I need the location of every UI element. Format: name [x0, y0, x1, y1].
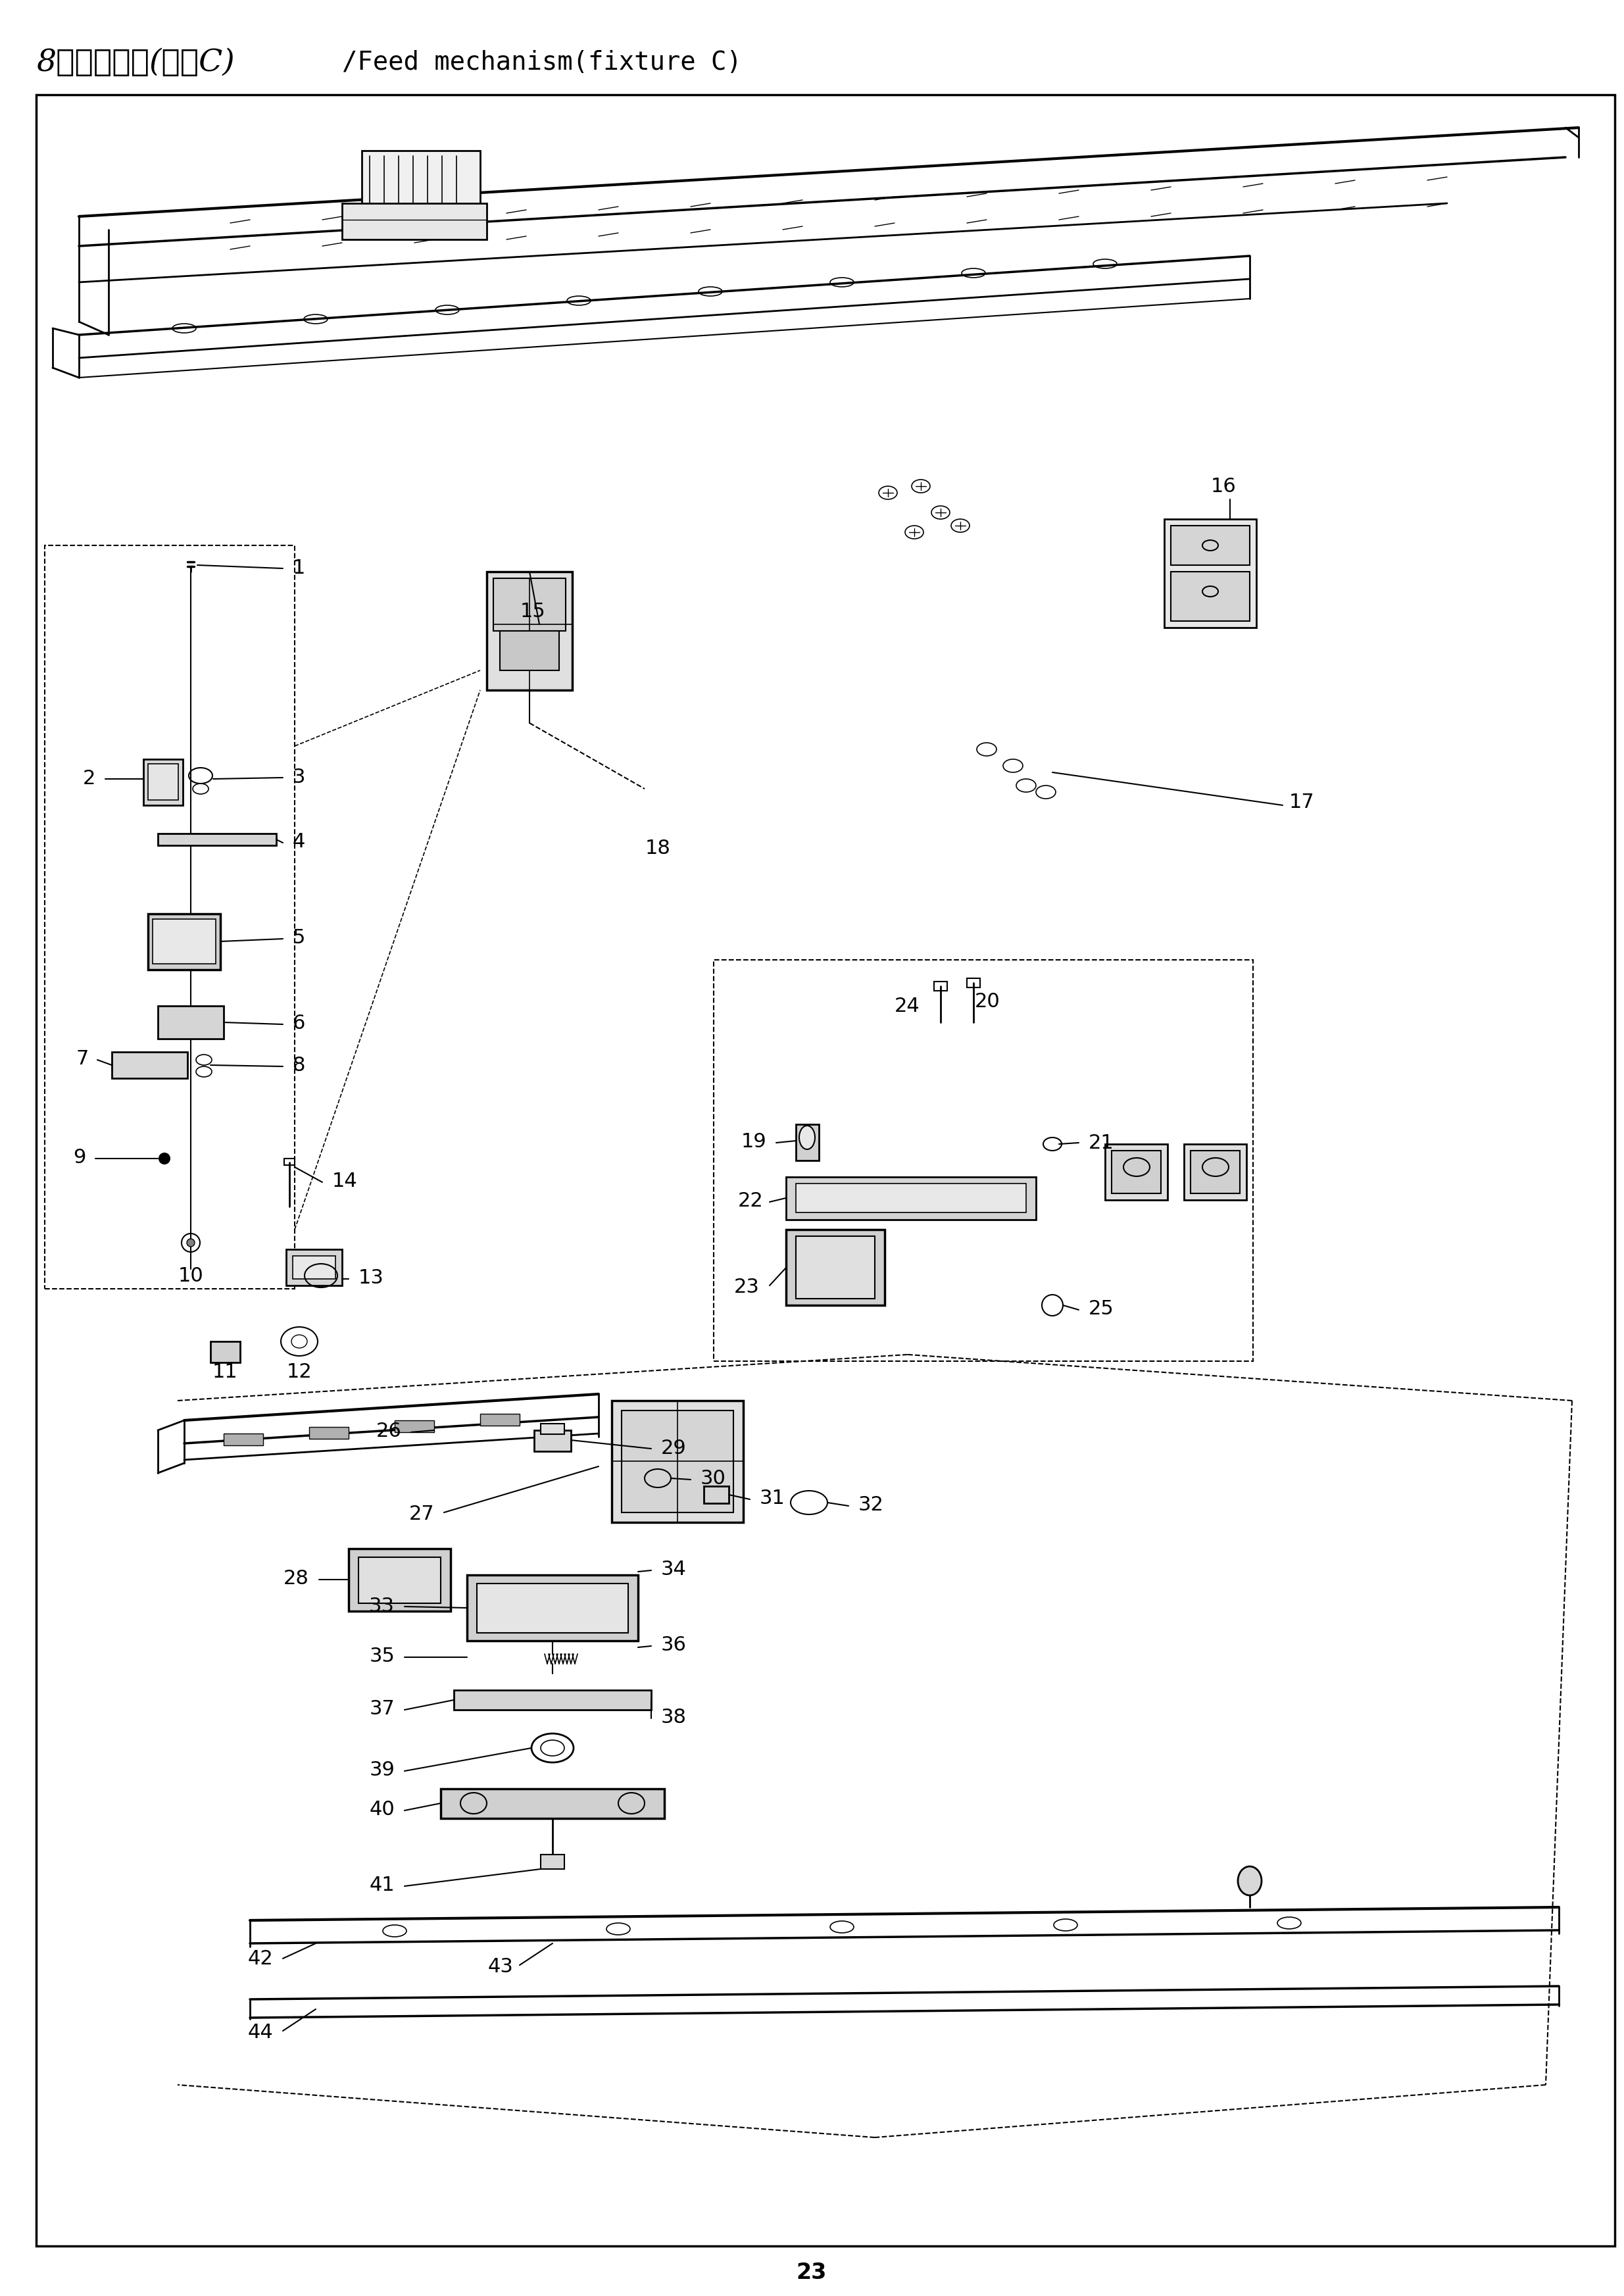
Text: 8: 8 — [292, 1056, 305, 1075]
Bar — [500, 631, 559, 670]
Bar — [349, 1550, 450, 1612]
Bar — [112, 1052, 187, 1079]
Bar — [309, 1428, 349, 1440]
Text: 23: 23 — [796, 2262, 827, 2282]
Bar — [541, 1855, 565, 1869]
Bar — [477, 1584, 628, 1632]
Bar — [286, 1249, 343, 1286]
Bar — [284, 1159, 294, 1166]
Text: 19: 19 — [741, 1132, 767, 1150]
Text: 10: 10 — [179, 1267, 203, 1286]
Text: 1: 1 — [292, 558, 305, 576]
Text: 32: 32 — [859, 1495, 883, 1515]
Text: 24: 24 — [895, 996, 919, 1015]
Text: 8、送料装置(夹具C): 8、送料装置(夹具C) — [36, 48, 234, 78]
Text: 40: 40 — [369, 1800, 395, 1818]
Bar — [487, 572, 572, 691]
Bar — [796, 1185, 1026, 1212]
Bar — [440, 1789, 664, 1818]
Bar — [934, 983, 947, 992]
Text: 11: 11 — [213, 1362, 237, 1380]
Bar — [786, 1231, 885, 1306]
Text: 37: 37 — [369, 1699, 395, 1717]
Bar — [143, 760, 184, 806]
Text: 42: 42 — [247, 1949, 273, 1968]
Text: 44: 44 — [247, 2023, 273, 2041]
Bar — [541, 1424, 565, 1435]
Bar — [1171, 526, 1250, 565]
Bar — [713, 960, 1254, 1362]
Text: 4: 4 — [292, 833, 305, 852]
Bar — [494, 579, 565, 631]
Bar — [224, 1433, 263, 1446]
Text: 33: 33 — [369, 1596, 395, 1614]
Text: 6: 6 — [292, 1015, 305, 1033]
Text: 5: 5 — [292, 928, 305, 948]
Ellipse shape — [159, 1153, 169, 1164]
Bar — [1104, 1143, 1168, 1201]
Text: 30: 30 — [700, 1469, 726, 1488]
Bar — [1111, 1150, 1161, 1194]
Bar — [481, 1414, 520, 1426]
Bar — [292, 1256, 336, 1279]
Bar — [45, 546, 294, 1288]
Text: 15: 15 — [520, 602, 546, 622]
Text: 9: 9 — [73, 1148, 86, 1166]
Text: 23: 23 — [734, 1277, 760, 1297]
Text: 22: 22 — [737, 1192, 763, 1210]
Text: 18: 18 — [645, 838, 671, 859]
Text: 16: 16 — [1210, 478, 1236, 496]
Text: 25: 25 — [1088, 1300, 1114, 1318]
Text: /Feed mechanism(fixture C): /Feed mechanism(fixture C) — [343, 51, 742, 76]
Bar — [453, 1690, 651, 1711]
Bar — [468, 1575, 638, 1642]
Text: 43: 43 — [487, 1956, 513, 1977]
Bar — [148, 914, 221, 971]
Bar — [796, 1238, 875, 1300]
Text: 28: 28 — [284, 1568, 309, 1589]
Text: 29: 29 — [661, 1437, 687, 1458]
Bar — [786, 1178, 1036, 1219]
Text: 41: 41 — [369, 1876, 395, 1894]
Text: 31: 31 — [760, 1488, 786, 1508]
Bar — [703, 1486, 729, 1504]
Ellipse shape — [1237, 1867, 1262, 1896]
Bar — [612, 1401, 744, 1522]
Bar — [343, 204, 487, 241]
Bar — [158, 833, 276, 845]
Text: 34: 34 — [661, 1559, 687, 1580]
Text: 39: 39 — [369, 1761, 395, 1779]
Bar — [796, 1125, 818, 1162]
Text: 17: 17 — [1289, 792, 1315, 813]
Bar — [148, 765, 179, 801]
Bar — [153, 918, 216, 964]
Ellipse shape — [187, 1240, 195, 1247]
Bar — [158, 1006, 224, 1040]
Bar — [395, 1421, 434, 1433]
Bar — [1190, 1150, 1239, 1194]
Bar — [1171, 572, 1250, 622]
Text: 35: 35 — [369, 1646, 395, 1665]
Text: 26: 26 — [375, 1421, 401, 1440]
Text: 20: 20 — [974, 992, 1000, 1010]
Text: 13: 13 — [359, 1267, 383, 1288]
Ellipse shape — [799, 1125, 815, 1150]
Bar — [362, 152, 481, 223]
Text: 38: 38 — [661, 1708, 687, 1727]
Bar — [966, 978, 979, 987]
Text: 27: 27 — [409, 1504, 434, 1525]
Text: 7: 7 — [76, 1049, 89, 1068]
Text: 3: 3 — [292, 767, 305, 785]
Text: 36: 36 — [661, 1635, 687, 1655]
Text: 14: 14 — [333, 1171, 357, 1192]
Bar — [211, 1341, 240, 1364]
Bar — [359, 1557, 440, 1603]
Text: 2: 2 — [83, 769, 96, 788]
Bar — [1184, 1143, 1247, 1201]
Bar — [1164, 519, 1257, 629]
Bar — [622, 1410, 734, 1513]
Bar — [534, 1430, 572, 1451]
Text: 21: 21 — [1088, 1134, 1114, 1153]
Text: 12: 12 — [286, 1362, 312, 1380]
